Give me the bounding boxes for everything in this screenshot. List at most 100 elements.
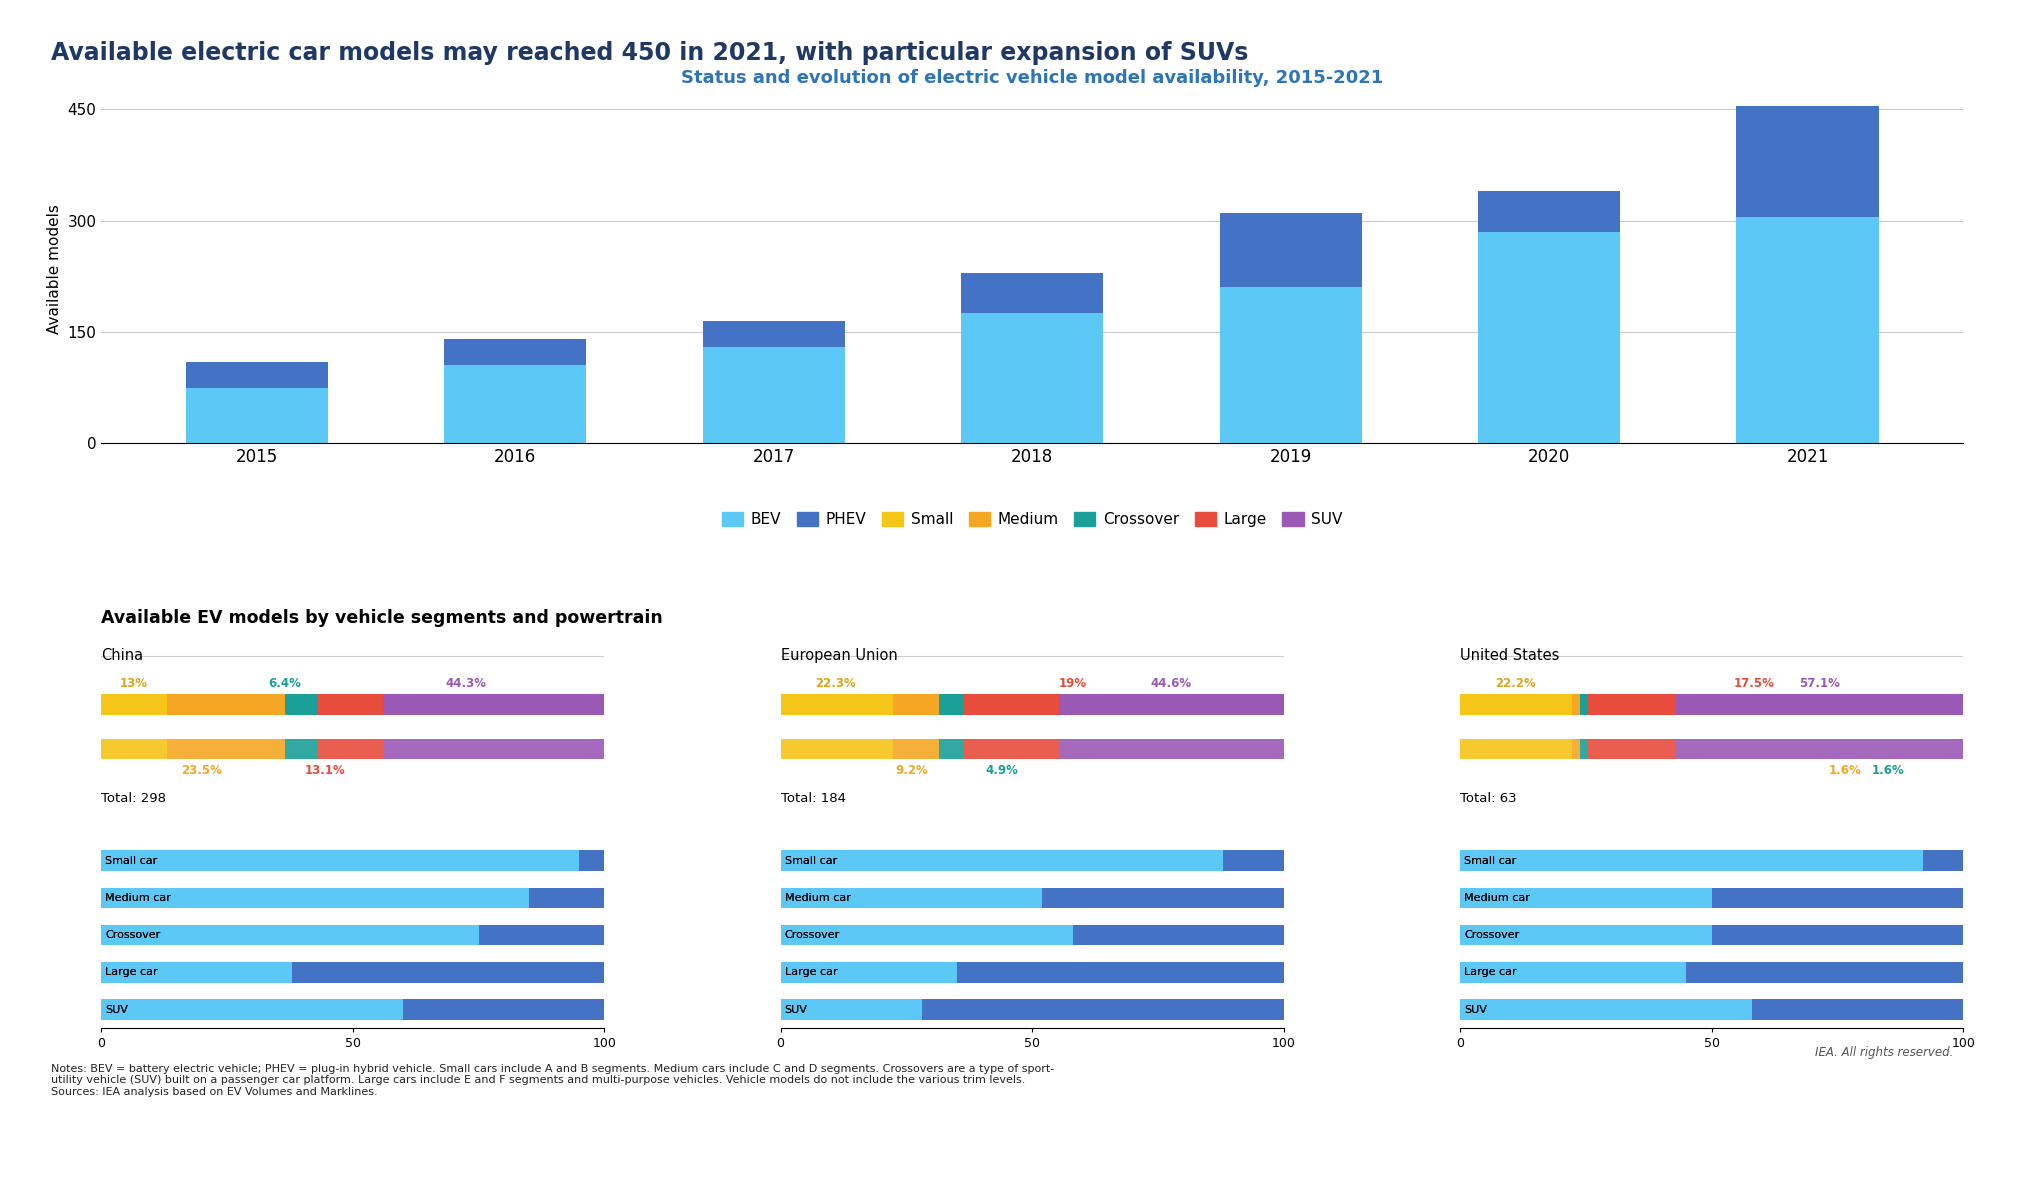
Bar: [1042, 888, 1283, 908]
Text: 13%: 13%: [119, 676, 148, 689]
Bar: [1072, 926, 1283, 946]
Bar: [1736, 105, 1877, 217]
Text: Large car: Large car: [1463, 968, 1515, 978]
Bar: [382, 739, 605, 759]
Text: SUV: SUV: [105, 1005, 127, 1014]
Text: 44.6%: 44.6%: [1149, 676, 1192, 689]
Bar: [1477, 191, 1618, 232]
Text: Medium car: Medium car: [105, 892, 172, 903]
Bar: [285, 694, 318, 715]
Bar: [1922, 851, 1962, 871]
Bar: [781, 926, 1072, 946]
Text: Small car: Small car: [1463, 856, 1515, 865]
Bar: [101, 694, 166, 715]
Text: Crossover: Crossover: [105, 930, 160, 940]
Bar: [1459, 962, 1685, 982]
Bar: [1572, 739, 1580, 759]
Bar: [1220, 213, 1361, 287]
Bar: [1058, 694, 1283, 715]
Y-axis label: Available models: Available models: [47, 204, 63, 333]
Text: Notes: BEV = battery electric vehicle; PHEV = plug-in hybrid vehicle. Small cars: Notes: BEV = battery electric vehicle; P…: [51, 1064, 1054, 1097]
Bar: [1711, 888, 1962, 908]
Text: Medium car: Medium car: [1463, 892, 1529, 903]
Bar: [961, 273, 1103, 313]
Bar: [781, 694, 892, 715]
Bar: [528, 888, 605, 908]
Bar: [186, 388, 328, 443]
Text: Large car: Large car: [785, 968, 838, 978]
Text: Large car: Large car: [1463, 968, 1515, 978]
Text: 44.3%: 44.3%: [445, 676, 486, 689]
Bar: [961, 313, 1103, 443]
Text: Large car: Large car: [105, 968, 158, 978]
Bar: [1580, 694, 1588, 715]
Bar: [1588, 694, 1675, 715]
Bar: [1459, 851, 1922, 871]
Text: IEA. All rights reserved.: IEA. All rights reserved.: [1815, 1046, 1952, 1059]
Bar: [1222, 851, 1283, 871]
Bar: [579, 851, 605, 871]
Bar: [1058, 739, 1283, 759]
Bar: [920, 1000, 1283, 1020]
Text: 9.2%: 9.2%: [894, 764, 927, 777]
Bar: [1459, 888, 1711, 908]
Bar: [186, 362, 328, 388]
Text: Small car: Small car: [785, 856, 835, 865]
Text: 23.5%: 23.5%: [182, 764, 223, 777]
Text: 13.1%: 13.1%: [305, 764, 346, 777]
Text: 1.6%: 1.6%: [1827, 764, 1861, 777]
Text: Crossover: Crossover: [785, 930, 840, 940]
Text: Medium car: Medium car: [1463, 892, 1529, 903]
Bar: [403, 1000, 605, 1020]
Bar: [1675, 739, 1962, 759]
Text: 17.5%: 17.5%: [1734, 676, 1774, 689]
Text: Small car: Small car: [785, 856, 835, 865]
Text: Large car: Large car: [785, 968, 838, 978]
Bar: [963, 739, 1058, 759]
Text: Small car: Small car: [105, 856, 158, 865]
Bar: [781, 1000, 920, 1020]
Text: Crossover: Crossover: [1463, 930, 1519, 940]
Text: 22.2%: 22.2%: [1495, 676, 1535, 689]
Text: 6.4%: 6.4%: [269, 676, 301, 689]
Bar: [318, 739, 382, 759]
Text: Total: 63: Total: 63: [1459, 792, 1515, 805]
Text: European Union: European Union: [781, 649, 896, 663]
Bar: [939, 739, 963, 759]
Text: SUV: SUV: [785, 1005, 807, 1014]
Text: SUV: SUV: [1463, 1005, 1487, 1014]
Bar: [285, 739, 318, 759]
Bar: [166, 739, 285, 759]
Bar: [1736, 217, 1877, 443]
Bar: [101, 962, 291, 982]
Bar: [957, 962, 1283, 982]
Text: Crossover: Crossover: [105, 930, 160, 940]
Text: SUV: SUV: [1463, 1005, 1487, 1014]
Text: Crossover: Crossover: [785, 930, 840, 940]
Bar: [1459, 926, 1711, 946]
Bar: [1459, 1000, 1752, 1020]
Text: 19%: 19%: [1058, 676, 1086, 689]
Bar: [166, 694, 285, 715]
Text: 57.1%: 57.1%: [1798, 676, 1839, 689]
Bar: [477, 926, 605, 946]
Bar: [291, 962, 605, 982]
Text: 1.6%: 1.6%: [1871, 764, 1904, 777]
Bar: [963, 694, 1058, 715]
Bar: [939, 694, 963, 715]
Text: China: China: [101, 649, 144, 663]
Bar: [1477, 232, 1618, 443]
Bar: [892, 739, 939, 759]
Text: Available electric car models may reached 450 in 2021, with particular expansion: Available electric car models may reache…: [51, 41, 1248, 65]
Bar: [781, 962, 957, 982]
Text: Large car: Large car: [105, 968, 158, 978]
Bar: [445, 339, 587, 365]
Legend: BEV, PHEV, Small, Medium, Crossover, Large, SUV: BEV, PHEV, Small, Medium, Crossover, Lar…: [716, 506, 1347, 533]
Text: 4.9%: 4.9%: [985, 764, 1018, 777]
Bar: [1459, 739, 1572, 759]
Title: Status and evolution of electric vehicle model availability, 2015-2021: Status and evolution of electric vehicle…: [682, 70, 1382, 87]
Text: Medium car: Medium car: [105, 892, 172, 903]
Bar: [1675, 694, 1962, 715]
Text: Total: 298: Total: 298: [101, 792, 166, 805]
Text: Small car: Small car: [105, 856, 158, 865]
